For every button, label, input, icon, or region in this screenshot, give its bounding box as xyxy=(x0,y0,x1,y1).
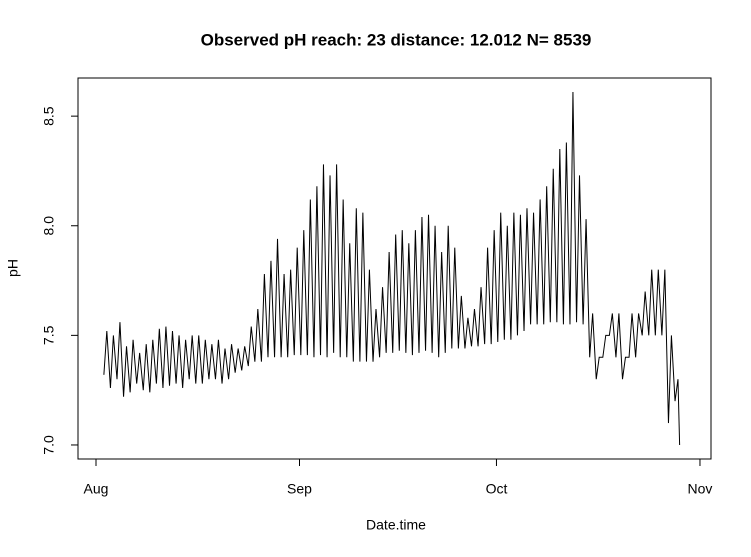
y-tick-label: 7.0 xyxy=(41,435,57,455)
x-axis-label: Date.time xyxy=(366,517,426,533)
x-tick-label: Aug xyxy=(84,481,109,497)
y-tick-label: 8.5 xyxy=(41,106,57,126)
chart-title: Observed pH reach: 23 distance: 12.012 N… xyxy=(201,30,592,49)
data-line xyxy=(103,92,681,445)
x-tick-label: Sep xyxy=(287,481,312,497)
x-tick-label: Oct xyxy=(486,481,508,497)
y-tick-label: 7.5 xyxy=(41,325,57,345)
x-tick-label: Nov xyxy=(688,481,713,497)
y-tick-label: 8.0 xyxy=(41,216,57,236)
y-axis-label: pH xyxy=(5,259,21,277)
